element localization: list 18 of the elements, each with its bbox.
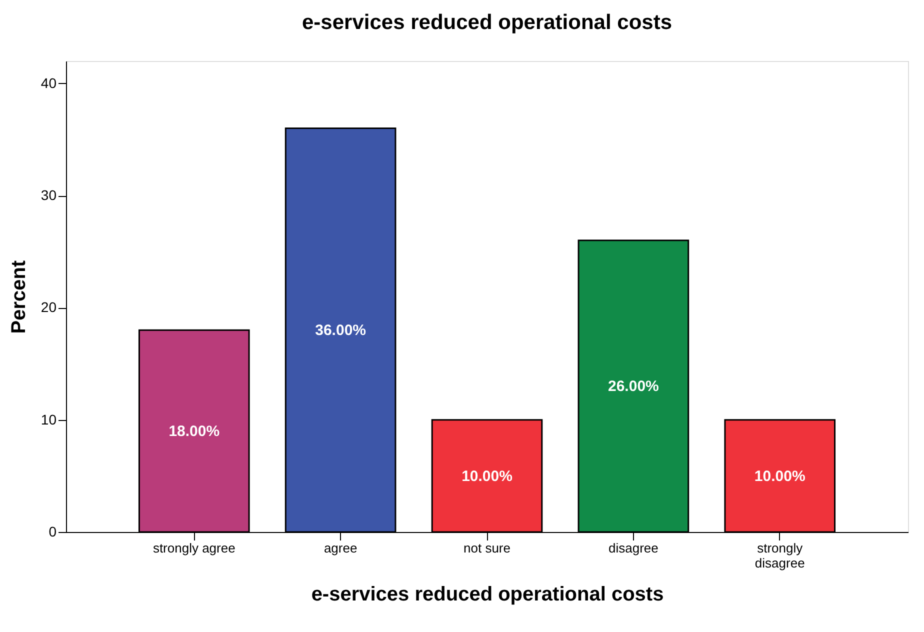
data-label: 26.00%: [608, 378, 659, 396]
y-tick-label: 40: [40, 74, 57, 91]
y-tick-label: 30: [40, 187, 57, 204]
y-tick-label: 10: [40, 411, 57, 428]
y-tick-label: 0: [48, 524, 57, 540]
x-tick-label: not sure: [464, 540, 510, 556]
data-label: 10.00%: [462, 468, 512, 485]
x-tick-label: strongly disagree: [754, 540, 805, 570]
y-axis-title: Percent: [8, 260, 30, 334]
data-label: 10.00%: [754, 468, 806, 485]
y-tick-label: 20: [40, 299, 57, 316]
data-label: 18.00%: [168, 423, 220, 440]
x-tick-label: agree: [324, 540, 358, 556]
x-tick-label: disagree: [608, 540, 658, 556]
chart-title: e-services reduced operational costs: [302, 11, 672, 34]
data-label: 36.00%: [315, 322, 366, 340]
x-tick-label: strongly agree: [152, 540, 236, 556]
x-axis-title: e-services reduced operational costs: [311, 584, 664, 606]
